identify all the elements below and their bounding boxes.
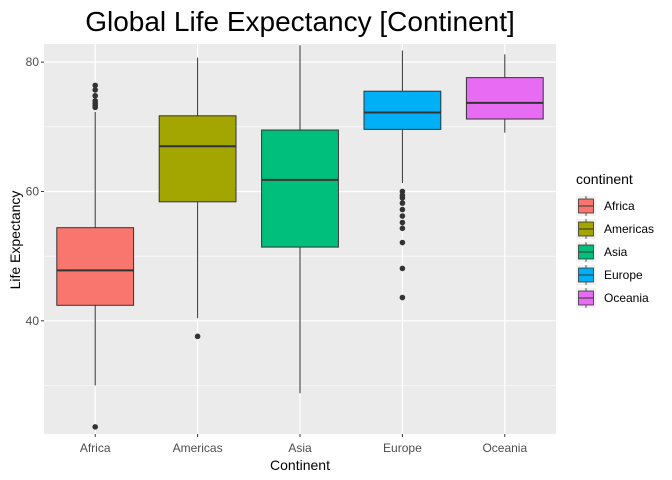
outlier-point	[92, 92, 98, 99]
x-tick-label: Americas	[173, 441, 223, 455]
legend-label: Asia	[604, 245, 628, 259]
outlier-point	[399, 219, 406, 226]
box	[363, 90, 442, 130]
outlier-point	[92, 424, 98, 430]
boxplot-asia	[261, 45, 339, 394]
legend-label: Oceania	[604, 291, 649, 305]
box	[465, 77, 544, 120]
legend: continent Africa Americas Asia Europe Oceani…	[576, 171, 654, 308]
y-axis-title: Life Expectancy	[7, 191, 23, 290]
x-tick-label: Africa	[80, 441, 111, 455]
x-tick-label: Asia	[288, 441, 312, 455]
chart-title: Global Life Expectancy [Continent]	[85, 6, 515, 37]
legend-item-europe: Europe	[576, 265, 643, 285]
box	[261, 129, 339, 248]
legend-item-asia: Asia	[576, 242, 628, 262]
outlier-point	[399, 294, 406, 301]
legend-item-africa: Africa	[576, 196, 635, 216]
boxplot-oceania	[465, 54, 544, 133]
outlier-point	[399, 188, 406, 195]
legend-label: Europe	[604, 268, 643, 282]
outlier-point	[399, 265, 406, 272]
legend-label: Africa	[604, 199, 635, 213]
legend-label: Americas	[604, 222, 654, 236]
outlier-point	[92, 82, 98, 89]
box	[56, 227, 135, 306]
x-axis-title: Continent	[270, 457, 330, 473]
outlier-point	[92, 87, 98, 93]
y-tick-label: 40	[26, 314, 40, 328]
outlier-point	[399, 225, 406, 232]
boxplots	[56, 45, 544, 430]
boxplot-europe	[363, 50, 442, 301]
legend-item-americas: Americas	[576, 219, 654, 239]
x-tick-label: Oceania	[482, 441, 527, 455]
boxplot-africa	[56, 82, 135, 430]
boxplot-americas	[158, 57, 237, 340]
outlier-point	[92, 98, 98, 104]
y-tick-label: 80	[26, 55, 40, 69]
legend-item-oceania: Oceania	[576, 288, 649, 308]
y-tick-label: 60	[26, 184, 40, 198]
outlier-point	[399, 192, 406, 199]
y-axis-ticks: 40 60 80	[26, 55, 44, 328]
box	[158, 115, 237, 203]
outlier-point	[399, 206, 406, 213]
x-tick-label: Europe	[383, 441, 422, 455]
outlier-point	[399, 200, 406, 206]
outlier-point	[399, 239, 406, 246]
legend-title: continent	[576, 171, 633, 187]
outlier-point	[399, 213, 406, 219]
outlier-point	[194, 333, 201, 340]
x-axis-ticks: Africa Americas Asia Europe Oceania	[80, 434, 527, 455]
